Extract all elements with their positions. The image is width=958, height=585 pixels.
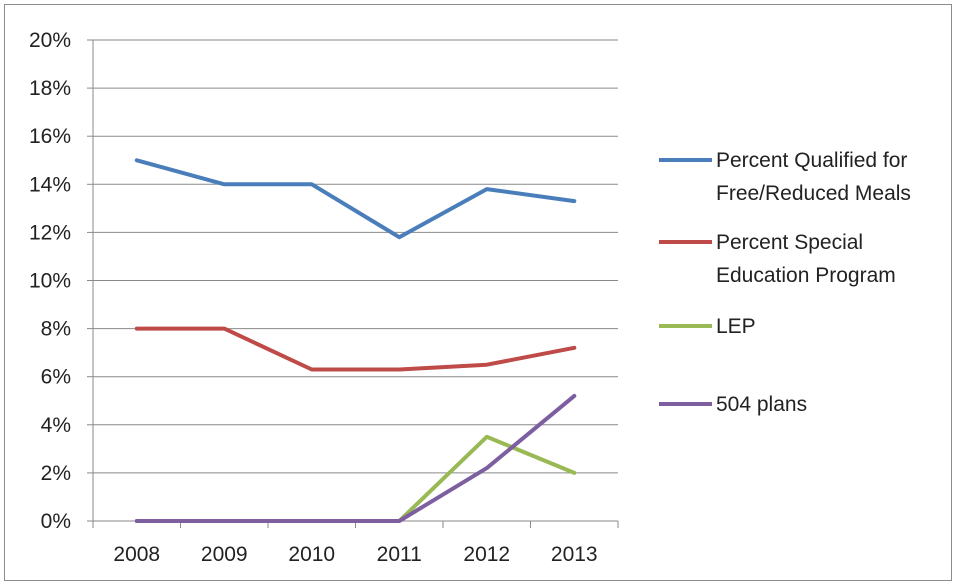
series-line-1 [134,158,577,240]
y-tick-label: 0% [41,510,71,533]
axes [87,39,619,528]
y-tick-label: 20% [29,29,71,52]
x-tick-label: 2009 [201,543,248,566]
legend-label: Education Program [716,264,896,287]
y-tick-label: 2% [41,462,71,485]
legend-label: Percent Qualified for [716,149,907,172]
y-tick-label: 4% [41,414,71,437]
legend-label: 504 plans [716,393,807,416]
y-tick-label: 12% [29,221,71,244]
legend-label: Percent Special [716,231,863,254]
x-tick-label: 2012 [463,543,510,566]
y-tick-label: 16% [29,125,71,148]
chart-frame [4,4,952,581]
legend-label: Free/Reduced Meals [716,182,911,205]
series-lines [134,158,577,523]
x-axis-tick-labels: 2008 2009 2010 2011 2012 2013 [113,543,597,566]
x-tick-label: 2011 [377,543,422,566]
series-line-2 [134,326,577,372]
y-tick-label: 8% [41,318,71,341]
legend-label: LEP [716,315,756,338]
x-tick-label: 2008 [113,543,160,566]
gridlines [93,39,618,474]
y-tick-label: 14% [29,173,71,196]
y-tick-label: 18% [29,77,71,100]
series-line-4 [134,393,577,523]
x-tick-label: 2013 [551,543,598,566]
y-tick-label: 6% [41,366,71,389]
y-axis-tick-labels: 0% 2% 4% 6% 8% 10% 12% 14% 16% 18% 20% [29,29,71,533]
y-tick-label: 10% [29,270,71,293]
legend: Percent Qualified for Free/Reduced Meals P… [659,149,911,416]
x-tick-label: 2010 [288,543,335,566]
